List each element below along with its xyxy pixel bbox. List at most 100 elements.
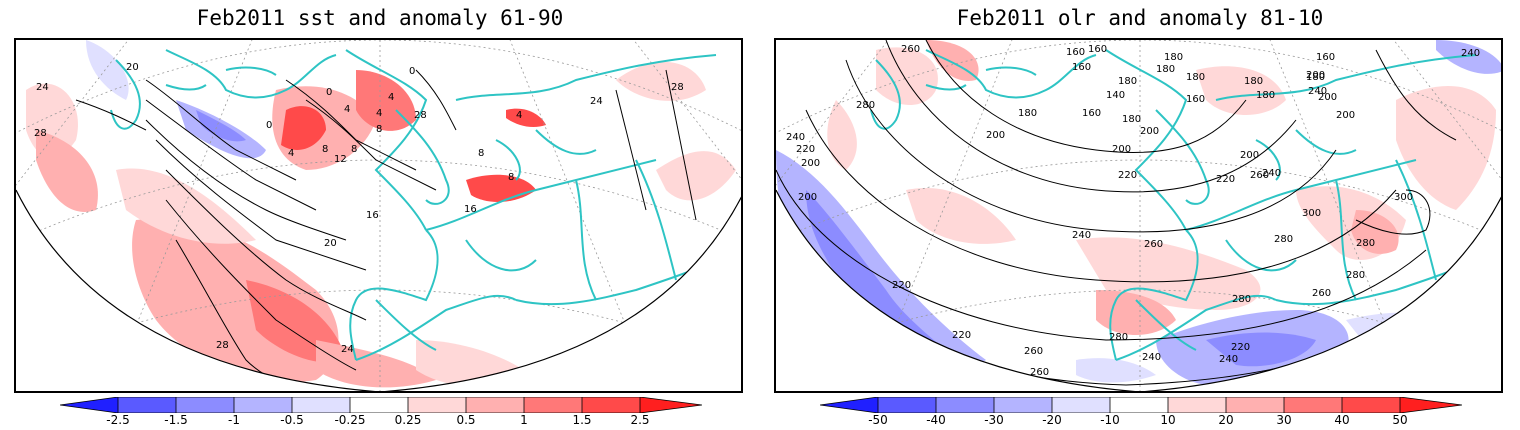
contour-label: 20	[126, 62, 139, 73]
contour-label: 240	[1262, 168, 1281, 179]
contour-label: 4	[288, 148, 294, 159]
coastlines	[110, 49, 717, 361]
contour-label: 200	[1318, 92, 1337, 103]
contour-label: 4	[376, 108, 382, 119]
contour-label: 280	[1356, 238, 1375, 249]
colorbar-label: 0.5	[456, 413, 476, 427]
contour-label: 180	[1122, 114, 1141, 125]
contour-label: 24	[590, 96, 603, 107]
colorbar-cell	[878, 397, 936, 413]
olr-contours	[776, 40, 1467, 391]
colorbar-label: 2.5	[630, 413, 650, 427]
contour-label: 0	[409, 66, 415, 77]
contour-label: 240	[1461, 48, 1480, 59]
colorbar-label: -0.5	[280, 413, 304, 427]
contour-label: 300	[1394, 192, 1413, 203]
sst-panel: Feb2011 sst and anomaly 61-90	[14, 6, 743, 427]
sst-contour-labels: 24 20 0 0 4 4 8 4 8 0 4 8 12 16 16 20 24	[34, 62, 684, 355]
colorbar-label: -10	[1100, 413, 1120, 427]
contour-label: 200	[1140, 126, 1159, 137]
contour-label: 180	[1244, 76, 1263, 87]
colorbar-segments	[820, 397, 1462, 413]
colorbar-cell	[936, 397, 994, 413]
colorbar-cell	[1342, 397, 1400, 413]
colorbar-cell	[234, 397, 292, 413]
contour-label: 20	[324, 238, 337, 249]
contour-label: 260	[1030, 367, 1049, 378]
contour-label: 0	[326, 87, 332, 98]
contour-label: 28	[671, 82, 684, 93]
colorbar-cell	[1168, 397, 1226, 413]
colorbar-label: -1	[228, 413, 240, 427]
contour-label: 260	[1312, 288, 1331, 299]
contour-label: 220	[952, 330, 971, 341]
contour-label: 160	[1088, 44, 1107, 55]
contour-label: 200	[1306, 70, 1325, 81]
contour-label: 8	[478, 148, 484, 159]
olr-contour-labels: 260 160 160 180 160 180 180 140 160 180 …	[786, 44, 1480, 378]
panel-title: Feb2011 olr and anomaly 81-10	[956, 6, 1324, 30]
contour-label: 24	[36, 82, 49, 93]
contour-label: 220	[892, 280, 911, 291]
contour-label: 4	[516, 110, 522, 121]
sst-map: 24 20 0 0 4 4 8 4 8 0 4 8 12 16 16 20 24	[14, 38, 743, 393]
anomaly-shading	[26, 40, 736, 388]
colorbar-label: -30	[984, 413, 1004, 427]
colorbar-cell	[292, 397, 350, 413]
colorbar-label: -40	[926, 413, 946, 427]
contour-label: 200	[1336, 110, 1355, 121]
colorbar-label: 20	[1218, 413, 1234, 427]
colorbar-cell	[1110, 397, 1168, 413]
colorbar-label: 0.25	[394, 413, 422, 427]
contour-label: 200	[1240, 150, 1259, 161]
colorbar-cell	[1284, 397, 1342, 413]
sst-colorbar-svg	[59, 396, 703, 414]
contour-label: 200	[798, 192, 817, 203]
contour-label: 280	[1232, 294, 1251, 305]
map-boundary	[776, 189, 1501, 391]
contour-label: 160	[1082, 108, 1101, 119]
contour-label: 240	[1142, 352, 1161, 363]
contour-label: 260	[901, 44, 920, 55]
contour-label: 200	[801, 158, 820, 169]
contour-label: 8	[322, 144, 328, 155]
contour-label: 220	[796, 144, 815, 155]
contour-label: 140	[1106, 90, 1125, 101]
olr-colorbar-svg	[819, 396, 1463, 414]
olr-colorbar: -50 -40 -30 -20 -10 10 20 30 40 50	[819, 396, 1463, 427]
contour-label: 28	[216, 340, 229, 351]
contour-label: 300	[1302, 208, 1321, 219]
contour-label: 8	[351, 144, 357, 155]
olr-map: 260 160 160 180 160 180 180 140 160 180 …	[774, 38, 1503, 393]
colorbar-label: 10	[1160, 413, 1176, 427]
colorbar-cell	[1052, 397, 1110, 413]
colorbar-arrow-left	[60, 397, 118, 413]
olr-panel: Feb2011 olr and anomaly 81-10	[760, 0, 1520, 430]
contour-label: 0	[266, 120, 272, 131]
panel-title: Feb2011 sst and anomaly 61-90	[196, 6, 564, 30]
olr-map-canvas: 260 160 160 180 160 180 180 140 160 180 …	[776, 40, 1501, 391]
sst-colorbar: -2.5 -1.5 -1 -0.5 -0.25 0.25 0.5 1 1.5 2…	[59, 396, 703, 427]
contour-label: 180	[1186, 72, 1205, 83]
contour-label: 8	[376, 124, 382, 135]
contour-label: 4	[344, 104, 350, 115]
colorbar-label: 50	[1392, 413, 1408, 427]
anomaly-shading	[776, 40, 1501, 385]
contour-label: 4	[388, 92, 394, 103]
colorbar-label: -20	[1042, 413, 1062, 427]
contour-label: 180	[1164, 52, 1183, 63]
colorbar-cell	[350, 397, 408, 413]
contour-label: 280	[856, 100, 875, 111]
contour-label: 16	[464, 204, 477, 215]
contour-label: 28	[414, 110, 427, 121]
contour-label: 240	[1308, 86, 1327, 97]
colorbar-cell	[1226, 397, 1284, 413]
colorbar-label: 1.5	[572, 413, 592, 427]
contour-label: 180	[1018, 108, 1037, 119]
colorbar-label: -2.5	[106, 413, 130, 427]
colorbar-cell	[176, 397, 234, 413]
contour-label: 180	[1256, 90, 1275, 101]
contour-label: 200	[986, 130, 1005, 141]
contour-label: 160	[1072, 62, 1091, 73]
colorbar-arrow-right	[640, 397, 702, 413]
